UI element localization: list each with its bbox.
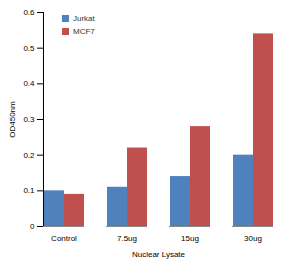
svg-text:OD450nm: OD450nm: [8, 101, 17, 138]
svg-text:0.4: 0.4: [23, 79, 35, 88]
svg-text:0.5: 0.5: [23, 44, 35, 53]
svg-text:0.3: 0.3: [23, 115, 35, 124]
svg-text:0: 0: [30, 222, 35, 231]
svg-text:30ug: 30ug: [244, 234, 262, 243]
svg-text:0.2: 0.2: [23, 151, 35, 160]
svg-text:0.1: 0.1: [23, 186, 35, 195]
svg-text:15ug: 15ug: [181, 234, 199, 243]
svg-text:7.5ug: 7.5ug: [117, 234, 137, 243]
html-text:MCF7: MCF7: [73, 27, 95, 36]
svg-text:0.6: 0.6: [23, 8, 35, 17]
html-text:Jurkat: Jurkat: [73, 14, 95, 23]
svg-text:Nuclear Lysate: Nuclear Lysate: [132, 250, 186, 259]
svg-text:Control: Control: [51, 234, 77, 243]
